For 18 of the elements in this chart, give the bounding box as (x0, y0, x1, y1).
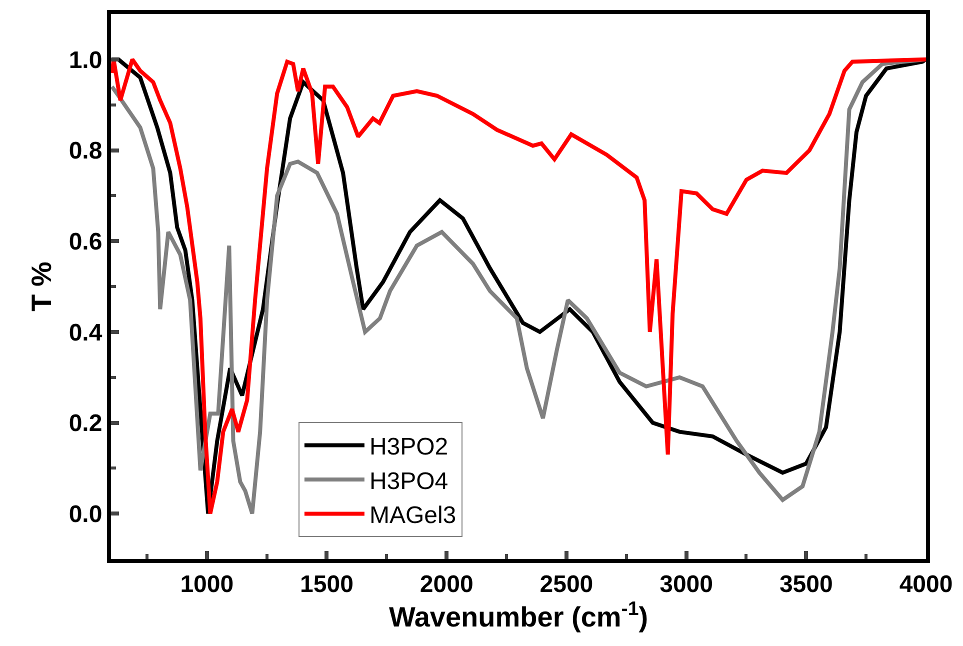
x-tick-label: 4000 (899, 570, 953, 598)
x-tick-label: 1500 (300, 570, 354, 598)
legend-label: H3PO4 (369, 468, 448, 495)
x-tick-label: 3500 (779, 570, 833, 598)
y-tick-label: 0.0 (68, 500, 102, 528)
y-tick-label: 0.8 (68, 138, 102, 165)
y-tick-label: 0.6 (68, 228, 102, 256)
legend-label: MAGel3 (369, 502, 456, 530)
legend-label: H3PO2 (369, 434, 448, 461)
x-axis-title: Wavenumber (cm$^{-1}$) (388, 598, 648, 633)
y-tick-label: 0.4 (68, 319, 103, 346)
x-tick-label: 1000 (180, 570, 234, 598)
y-tick-label: 0.2 (68, 410, 102, 438)
x-tick-label: 2000 (420, 570, 474, 598)
x-tick-label: 2500 (540, 570, 594, 598)
x-tick-label: 3000 (660, 570, 713, 598)
y-axis-title: T % (26, 262, 58, 312)
y-tick-label: 1.0 (68, 46, 102, 74)
